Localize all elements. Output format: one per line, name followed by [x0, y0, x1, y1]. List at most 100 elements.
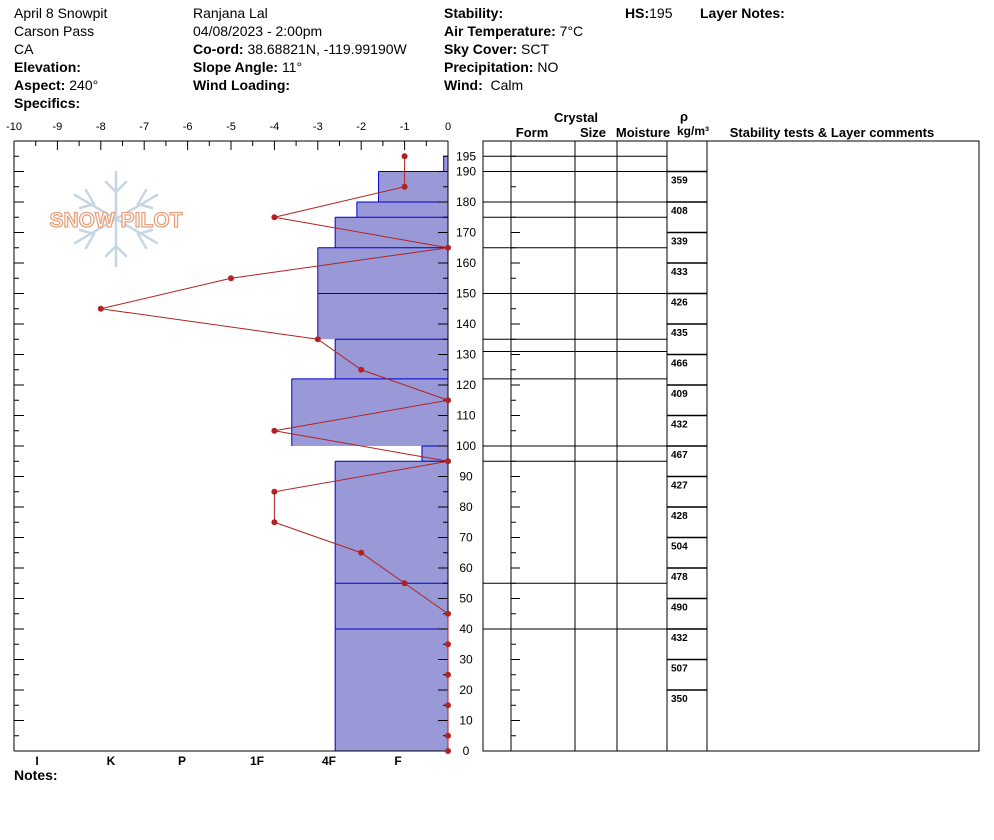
- height-tick-label: 120: [456, 378, 476, 392]
- crystal-header: Crystal: [554, 110, 598, 125]
- wind-label: Wind:: [444, 77, 483, 93]
- density-value: 432: [671, 420, 688, 431]
- hardness-label: P: [178, 754, 186, 768]
- temp-point: [271, 214, 278, 221]
- snowflake-icon: [73, 170, 159, 268]
- temp-tick-label: -7: [139, 121, 149, 133]
- height-axis: 0 10 20 30 40 50 60 70 80 90 100 110 120 130 140 150 160…: [14, 149, 520, 758]
- observer-name: Ranjana Lal: [193, 5, 268, 21]
- hardness-layer: [378, 171, 448, 202]
- temp-point: [358, 549, 365, 556]
- temp-point: [271, 427, 278, 434]
- height-tick-label: 100: [456, 439, 476, 453]
- hardness-layer: [335, 583, 448, 629]
- layer-notes-label: Layer Notes:: [700, 5, 785, 21]
- temp-point: [445, 641, 451, 648]
- table-layer-lines: [483, 155, 667, 630]
- slope-label: Slope Angle:: [193, 59, 279, 75]
- hs-label: HS:: [625, 5, 650, 21]
- temp-tick-label: -4: [270, 121, 280, 133]
- density-value: 466: [671, 359, 688, 370]
- height-tick-label: 80: [459, 500, 473, 514]
- height-tick-label: 170: [456, 226, 476, 240]
- density-value: 478: [671, 572, 688, 583]
- hardness-label: 4F: [322, 754, 336, 768]
- temp-point: [445, 702, 451, 709]
- temp-point: [314, 336, 321, 343]
- temp-point: [445, 671, 451, 678]
- height-tick-label: 140: [456, 317, 476, 331]
- layer-table: Crystal Form Size Moisture ρ kg/m³ Stabi…: [482, 109, 980, 752]
- state-name: CA: [14, 41, 34, 57]
- temp-point: [228, 275, 234, 282]
- temp-tick-label: 0: [445, 121, 451, 133]
- coord-value: 38.68821N, -119.99190W: [247, 41, 407, 57]
- hardness-label: I: [35, 754, 38, 768]
- density-value: 427: [671, 481, 688, 492]
- hardness-boundaries: [291, 155, 448, 751]
- temp-point: [445, 732, 451, 739]
- temp-point: [401, 580, 408, 587]
- observation-datetime: 04/08/2023 - 2:00pm: [193, 23, 323, 39]
- height-tick-label: 70: [459, 531, 473, 545]
- location-name: Carson Pass: [14, 23, 95, 39]
- temp-tick-label: -5: [226, 121, 236, 133]
- precip-value: NO: [537, 59, 559, 75]
- temp-point: [97, 305, 104, 312]
- temp-point: [445, 610, 451, 617]
- temp-tick-label: -9: [53, 121, 63, 133]
- height-tick-label: 180: [456, 195, 476, 209]
- density-value: 433: [671, 267, 688, 278]
- air-temp-label: Air Temperature:: [444, 23, 556, 39]
- temp-tick-label: -8: [96, 121, 106, 133]
- stability-label: Stability:: [444, 5, 504, 21]
- header-observer: Ranjana Lal 04/08/2023 - 2:00pm Co-ord: …: [193, 4, 407, 94]
- height-tick-label: 50: [459, 592, 473, 606]
- hardness-layer: [443, 156, 448, 172]
- hardness-layer: [317, 293, 448, 340]
- hardness-layer: [335, 339, 448, 379]
- density-value: 432: [671, 633, 688, 644]
- elevation-label: Elevation:: [14, 59, 81, 75]
- density-value: 504: [671, 542, 688, 553]
- hardness-layer: [335, 629, 448, 751]
- slope-value: 11°: [281, 59, 303, 75]
- temperature-axis: -10 -9 -8 -7 -6 -5 -4 -3 -2 -1 0: [6, 121, 451, 150]
- temp-point: [445, 397, 451, 404]
- temp-point: [271, 519, 278, 526]
- hardness-label: F: [394, 754, 401, 768]
- hardness-layer: [291, 378, 448, 446]
- hardness-layer: [335, 461, 448, 584]
- temp-point: [401, 183, 408, 190]
- height-tick-label: 40: [459, 622, 473, 636]
- aspect-value: 240°: [69, 77, 99, 93]
- density-value: 426: [671, 298, 688, 309]
- pit-name: April 8 Snowpit: [14, 5, 108, 21]
- specifics-label: Specifics:: [14, 95, 81, 111]
- header-conditions: Stability: Air Temperature: 7°C Sky Cove…: [444, 4, 583, 94]
- header-location: April 8 Snowpit Carson Pass CA Elevation…: [14, 4, 107, 112]
- density-value: 428: [671, 511, 688, 522]
- density-value: 435: [671, 328, 688, 339]
- density-unit: kg/m³: [677, 124, 709, 138]
- height-tick-label: 190: [456, 165, 476, 179]
- hs-block: HS:195: [625, 4, 672, 22]
- hardness-axis: I K P 1F 4F F: [35, 754, 401, 768]
- height-tick-label: 10: [459, 714, 473, 728]
- density-symbol: ρ: [680, 109, 688, 124]
- density-value: 350: [671, 694, 688, 705]
- height-tick-label: 30: [459, 653, 473, 667]
- coord-label: Co-ord:: [193, 41, 244, 57]
- density-value: 490: [671, 603, 688, 614]
- temp-tick-label: -2: [356, 121, 366, 133]
- height-tick-label: 90: [459, 470, 473, 484]
- temp-tick-label: -6: [183, 121, 193, 133]
- density-value: 409: [671, 389, 688, 400]
- hardness-layers: [291, 156, 448, 751]
- height-tick-label: 160: [456, 256, 476, 270]
- height-tick-label: 20: [459, 683, 473, 697]
- density-value: 359: [671, 176, 688, 187]
- height-tick-label: 0: [463, 744, 470, 758]
- height-tick-label: 130: [456, 348, 476, 362]
- density-value: 467: [671, 450, 688, 461]
